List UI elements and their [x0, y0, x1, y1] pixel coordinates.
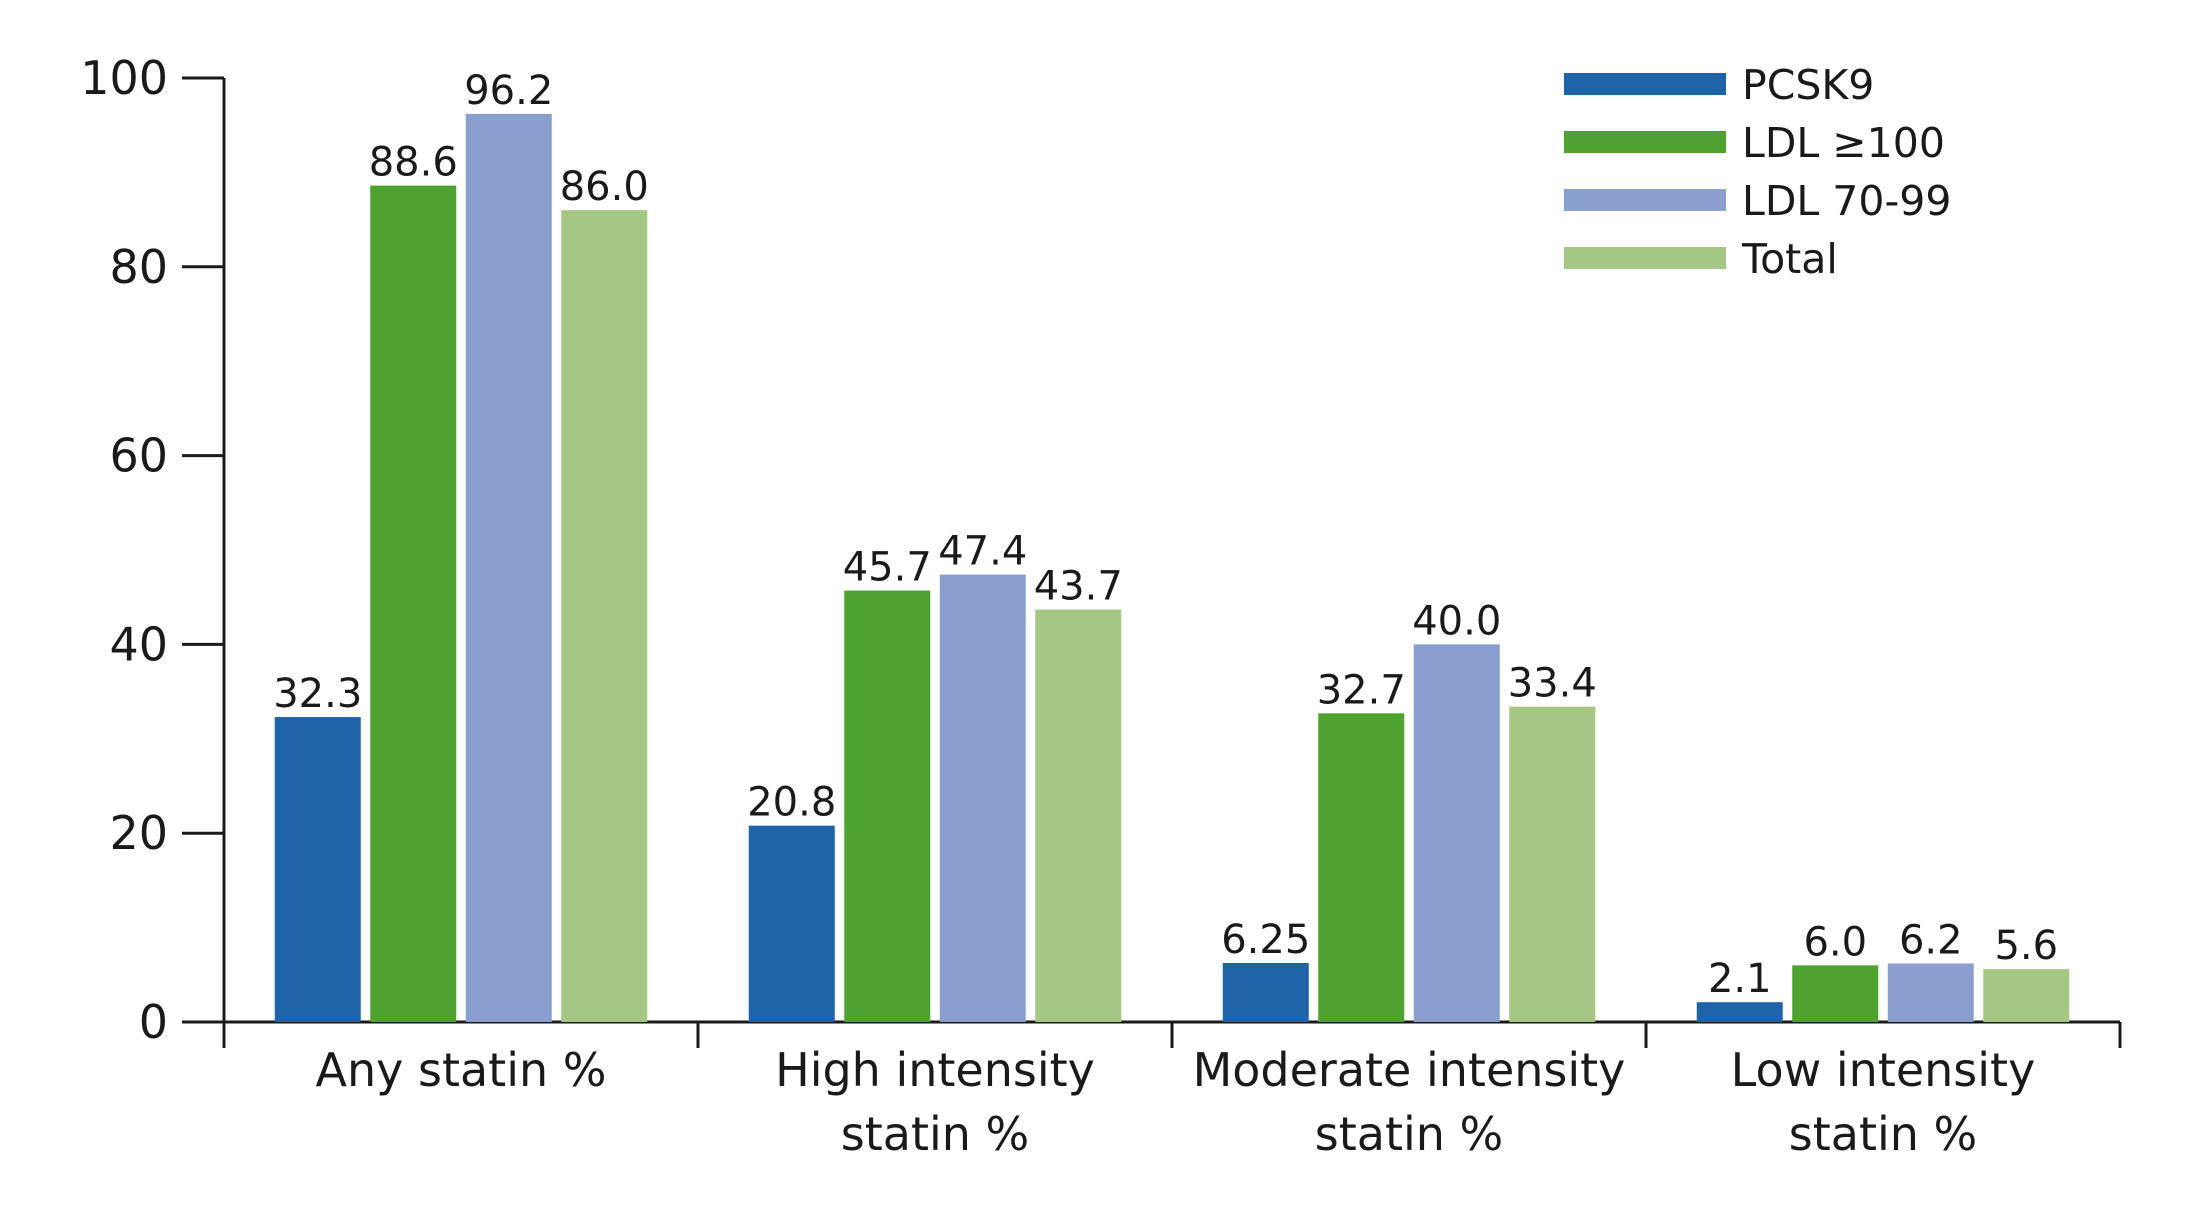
y-tick-label: 20	[109, 806, 168, 860]
bar-value-label: 88.6	[369, 140, 458, 186]
y-tick-label: 100	[80, 51, 168, 105]
bar	[1792, 965, 1879, 1022]
bar	[1035, 609, 1122, 1022]
legend-swatch	[1564, 131, 1726, 153]
x-axis: Any statin % High intensity statin % Modera…	[222, 1020, 2122, 1161]
value-labels: 32.3 88.696.2 86.0 20.8 45.7 47.443.7 6.25 32.7…	[273, 68, 2058, 1002]
legend-swatch	[1564, 73, 1726, 95]
y-tick-label: 60	[109, 429, 168, 483]
y-axis: 0 20 40 60 80 100	[80, 51, 226, 1049]
x-category-label: Low intensity statin %	[1731, 1043, 2036, 1161]
legend-label: Total	[1741, 235, 1838, 283]
bar-value-label: 32.3	[273, 671, 362, 717]
bar	[1222, 963, 1309, 1022]
bar-value-label: 32.7	[1317, 667, 1406, 713]
y-tick-label: 80	[109, 240, 168, 294]
bar	[561, 210, 648, 1022]
legend-label: PCSK9	[1742, 61, 1874, 109]
y-tick-label: 0	[139, 995, 168, 1049]
bar	[274, 717, 361, 1022]
bar	[370, 185, 457, 1023]
bar-value-label: 6.2	[1899, 917, 1963, 963]
legend-swatch	[1564, 247, 1726, 269]
bars	[274, 113, 2070, 1023]
x-category-label: High intensity statin %	[775, 1043, 1095, 1161]
bar-value-label: 40.0	[1412, 598, 1501, 644]
bar-value-label: 20.8	[747, 780, 836, 826]
y-tick-label: 40	[109, 617, 168, 671]
legend-swatch	[1564, 189, 1726, 211]
bar-value-label: 86.0	[560, 164, 649, 210]
bar-value-label: 43.7	[1034, 563, 1123, 609]
bar-value-label: 5.6	[1994, 923, 2058, 969]
bar	[1696, 1002, 1783, 1022]
bar-value-label: 6.0	[1803, 919, 1867, 965]
legend: PCSK9 LDL ≥100 LDL 70-99 Total	[1564, 61, 1951, 283]
x-category-label: Any statin %	[316, 1043, 607, 1097]
bar	[748, 825, 835, 1022]
bar	[1887, 963, 1974, 1022]
bar-value-label: 33.4	[1508, 661, 1597, 707]
legend-label: LDL ≥100	[1742, 119, 1945, 167]
x-category-label: Moderate intensity statin %	[1193, 1043, 1626, 1161]
bar	[1413, 644, 1500, 1022]
bar	[1983, 969, 2070, 1022]
bar-value-label: 45.7	[843, 545, 932, 591]
bar	[939, 574, 1026, 1022]
bar	[844, 590, 931, 1022]
bar-value-label: 2.1	[1708, 956, 1772, 1002]
bar	[1318, 713, 1405, 1022]
bar	[465, 113, 552, 1022]
legend-label: LDL 70-99	[1742, 177, 1951, 225]
bar-value-label: 96.2	[464, 68, 553, 114]
bar	[1509, 706, 1596, 1022]
bar-value-label: 6.25	[1221, 917, 1310, 963]
bar-value-label: 47.4	[938, 529, 1027, 575]
